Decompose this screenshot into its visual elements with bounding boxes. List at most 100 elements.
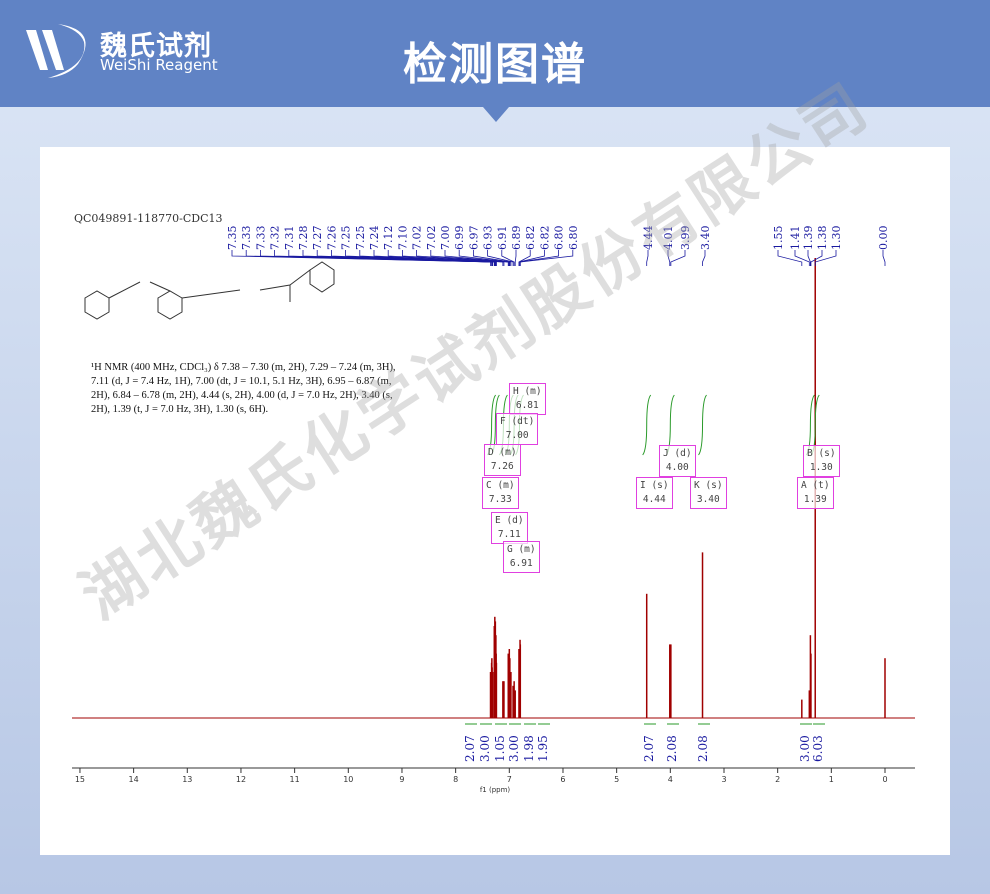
multiplet-name: E (d): [495, 515, 524, 526]
x-tick-label: 13: [182, 775, 192, 784]
peak-label: 7.33: [254, 226, 267, 251]
integral-label: 1.05: [493, 735, 507, 762]
multiplet-box: I (s) 4.44: [636, 477, 673, 509]
multiplet-name: C (m): [486, 480, 515, 491]
peak-label: 6.99: [453, 226, 466, 251]
peak-label: 7.28: [297, 226, 310, 251]
peak-label: 3.99: [679, 226, 692, 251]
multiplet-shift: 6.91: [509, 558, 533, 569]
integral-curve: [642, 394, 652, 456]
multiplet-box: D (m) 7.26: [484, 444, 521, 476]
multiplet-shift: 4.00: [665, 462, 689, 473]
multiplet-shift: 7.00: [505, 430, 529, 441]
multiplet-shift: 7.26: [490, 461, 514, 472]
peak-label: 1.55: [772, 226, 785, 251]
peak-label: 6.93: [482, 226, 495, 250]
peak-label-connector: [430, 250, 509, 266]
integral-label: 2.07: [642, 735, 656, 762]
peak-label-connector: [487, 250, 514, 266]
integral-label: 3.00: [507, 735, 521, 762]
multiplet-name: G (m): [507, 544, 536, 555]
sample-id: QC049891-118770-CDC13: [74, 212, 223, 225]
x-tick-label: 9: [399, 775, 404, 784]
integral-label: 2.08: [665, 735, 679, 762]
multiplet-box: E (d) 7.11: [491, 512, 528, 544]
peak-label-connector: [501, 250, 515, 266]
x-tick-label: 15: [75, 775, 85, 784]
peak-label: 1.38: [816, 226, 829, 251]
integral-curve: [698, 394, 707, 456]
peak-label-connector: [777, 250, 803, 266]
multiplet-box: C (m) 7.33: [482, 477, 519, 509]
multiplet-shift: 7.11: [497, 529, 521, 540]
peak-label: 7.31: [283, 226, 296, 251]
peak-label: 7.35: [226, 226, 239, 251]
peak-label: 7.33: [240, 225, 253, 250]
multiplet-name: I (s): [640, 480, 669, 491]
x-tick-label: 5: [614, 775, 619, 784]
x-tick-label: 2: [775, 775, 780, 784]
integral-label: 1.98: [522, 735, 536, 762]
peak-label-connector: [670, 250, 686, 266]
peak-label: 4.44: [642, 226, 655, 251]
peak-label: 7.32: [269, 226, 282, 251]
peak-label: 7.27: [311, 226, 324, 251]
peak-label: 7.26: [325, 226, 338, 251]
multiplet-box: B (s) 1.30: [803, 445, 840, 477]
multiplet-box: K (s) 3.40: [690, 477, 727, 509]
peak-label-connector: [667, 250, 671, 266]
peak-label: 4.01: [662, 226, 675, 251]
peak-label: 7.24: [368, 226, 381, 251]
multiplet-shift: 3.40: [696, 494, 720, 505]
peak-label-connector: [444, 250, 510, 266]
integral-label: 1.95: [536, 735, 550, 762]
x-tick-label: 10: [343, 775, 353, 784]
peak-label-connector: [702, 250, 706, 266]
peak-label: 6.82: [538, 226, 551, 251]
peak-label: 1.30: [830, 226, 843, 251]
peak-label: 6.80: [567, 226, 580, 251]
peak-label-connector: [814, 250, 837, 266]
integral-label: 3.00: [478, 735, 492, 762]
x-tick-label: 12: [236, 775, 246, 784]
peak-label: 7.00: [439, 226, 452, 251]
x-tick-label: 1: [829, 775, 834, 784]
integral-label: 6.03: [811, 735, 825, 762]
x-tick-label: 3: [721, 775, 726, 784]
peak-label: 6.80: [553, 226, 566, 251]
peak-label-connector: [373, 250, 497, 266]
multiplet-name: B (s): [807, 448, 836, 459]
peak-label-connector: [794, 250, 810, 266]
peak-label-connector: [646, 250, 649, 266]
peak-label-connector: [514, 250, 517, 266]
logo-text-en: WeiShi Reagent: [100, 56, 218, 74]
peak-label: 0.00: [877, 226, 890, 251]
multiplet-box: A (t) 1.39: [797, 477, 834, 509]
x-tick-label: 0: [882, 775, 887, 784]
multiplet-box: G (m) 6.91: [503, 541, 540, 573]
x-tick-label: 6: [560, 775, 565, 784]
header-pointer: [483, 107, 509, 122]
multiplet-name: A (t): [801, 480, 830, 491]
integral-label: 2.08: [696, 735, 710, 762]
peak-label-connector: [807, 250, 811, 266]
weishi-logo-icon: [26, 24, 86, 78]
page-title: 检测图谱: [403, 39, 587, 90]
peak-label: 6.82: [524, 226, 537, 251]
x-tick-label: 14: [129, 775, 139, 784]
peak-label-connector: [518, 250, 545, 266]
multiplet-shift: 1.39: [803, 494, 827, 505]
peak-label: 7.25: [340, 226, 353, 251]
peak-label: 7.12: [382, 226, 395, 251]
peak-label-connector: [472, 250, 512, 266]
multiplet-name: H (m): [513, 386, 542, 397]
multiplet-name: K (s): [694, 480, 723, 491]
peak-label-connector: [810, 250, 823, 266]
x-tick-label: 7: [507, 775, 512, 784]
x-tick-label: 8: [453, 775, 458, 784]
peak-label: 7.02: [411, 226, 424, 251]
x-tick-label: 11: [290, 775, 300, 784]
integral-label: 3.00: [798, 735, 812, 762]
peak-label: 7.10: [396, 226, 409, 251]
peak-label: 7.02: [425, 226, 438, 251]
